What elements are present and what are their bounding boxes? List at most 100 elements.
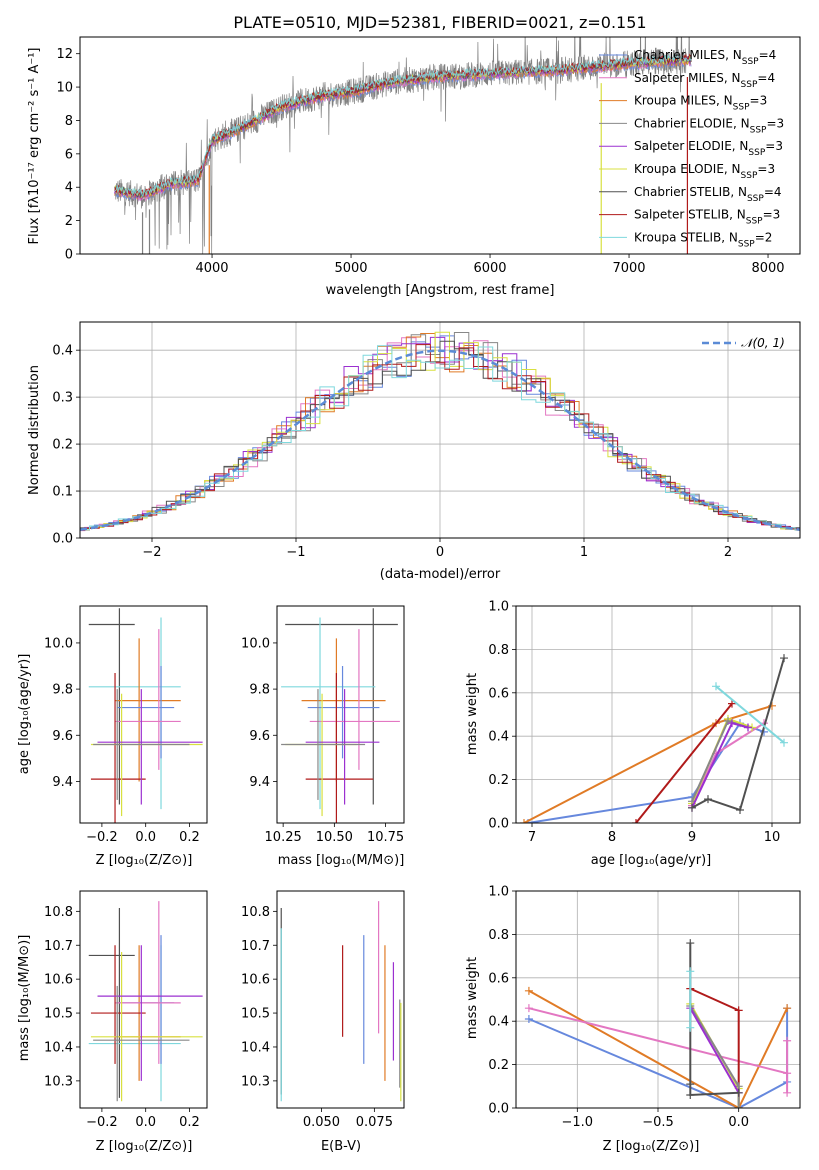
spectrum-ytick-label: 12	[56, 47, 73, 62]
massebv-ytick-label: 10.4	[241, 1040, 270, 1055]
wage-ylabel: mass weight	[465, 673, 480, 755]
residuals-xtick-label: 0	[436, 545, 444, 560]
wz-ytick-label: 0.6	[488, 971, 509, 986]
legend-label-salpeter_elodie: Salpeter ELODIE, NSSP=3	[634, 139, 783, 158]
massz-ytick-label: 10.6	[44, 973, 73, 988]
wz-marker-salpeter_stelib	[734, 1006, 743, 1015]
residuals-xtick-label: −1	[286, 545, 305, 560]
residuals-xlabel: (data-model)/error	[380, 567, 501, 582]
wz-ytick-label: 0.2	[488, 1058, 509, 1073]
massz-frame	[79, 890, 208, 1109]
wz-marker-chabrier_miles	[524, 1015, 533, 1024]
agemass-points	[281, 608, 400, 823]
wz-xtick-label: −0.5	[642, 1115, 674, 1130]
spectrum-panel: PLATE=0510, MJD=52381, FIBERID=0021, z=0…	[27, 13, 801, 298]
agemass-frame	[276, 605, 405, 824]
wage-marker-salpeter_stelib	[632, 819, 640, 823]
legend-label-chabrier_stelib: Chabrier STELIB, NSSP=4	[634, 185, 782, 204]
wz-marker-salpeter_miles	[783, 1069, 792, 1078]
wz-line-salpeter_elodie	[689, 1007, 740, 1094]
histogram-step-kroupa_stelib	[80, 345, 800, 531]
wage-marker-salpeter_stelib	[728, 699, 736, 708]
agez-xlabel: Z [log₁₀(Z/Z⊙)]	[96, 853, 193, 868]
spectrum-model-line-kroupa_stelib	[114, 53, 692, 197]
wz-marker-salpeter_miles	[783, 1036, 792, 1045]
residuals-legend: 𝒩(0, 1)	[702, 336, 785, 350]
agez-xtick-label: 0.2	[179, 830, 200, 845]
spectrum-xtick-label: 7000	[612, 261, 645, 276]
weight-vs-metallicity-panel: −1.0 −0.5 0.0 0.0 0.2 0.4 0.6 0.8 1.0 Z [log₁₀(Z…	[465, 885, 801, 1154]
spectrum-ytick-label: 0	[65, 248, 73, 263]
legend-label-kroupa_miles: Kroupa MILES, NSSP=3	[634, 94, 767, 113]
legend-subscript: SSP	[738, 239, 755, 249]
massz-ytick-label: 10.3	[44, 1074, 73, 1089]
agez-frame	[79, 605, 208, 824]
legend-subscript: SSP	[742, 57, 759, 67]
spectrum-title: PLATE=0510, MJD=52381, FIBERID=0021, z=0…	[233, 13, 646, 32]
wz-marker-kroupa_stelib	[686, 967, 695, 976]
agemass-xtick-label: 10.75	[367, 830, 404, 845]
agemass-xtick-label: 10.50	[316, 830, 353, 845]
gaussian-curve	[80, 349, 800, 532]
massebv-points	[280, 901, 402, 1102]
spectrum-ylabel: Flux [fλ10⁻¹⁷ erg cm⁻² s⁻¹ A⁻¹]	[27, 48, 42, 245]
spectrum-ytick-label: 8	[65, 114, 73, 129]
massz-xtick-label: −0.2	[86, 1115, 118, 1130]
spectrum-data-line	[114, 37, 692, 254]
wage-ytick-label: 0.6	[488, 686, 509, 701]
wz-xlabel: Z [log₁₀(Z/Z⊙)]	[603, 1139, 700, 1154]
massz-ytick-label: 10.5	[44, 1007, 73, 1022]
residuals-xtick-label: −2	[142, 545, 161, 560]
wz-marker-chabrier_stelib	[686, 1080, 695, 1089]
agez-xtick-label: −0.2	[86, 830, 118, 845]
agemass-ytick-label: 9.8	[249, 683, 270, 698]
wage-xtick-label: 7	[528, 830, 536, 845]
residuals-ytick-label: 0.3	[52, 391, 73, 406]
wage-xtick-label: 9	[688, 830, 696, 845]
residuals-ytick-label: 0.2	[52, 438, 73, 453]
agez-points	[88, 608, 203, 823]
agez-ylabel: age [log₁₀(age/yr)]	[17, 654, 32, 775]
massebv-xtick-label: 0.050	[303, 1115, 340, 1130]
wage-xtick-label: 10	[764, 830, 781, 845]
massz-xlabel: Z [log₁₀(Z/Z⊙)]	[96, 1139, 193, 1154]
wz-ylabel: mass weight	[465, 957, 480, 1039]
agez-xtick-label: 0.0	[135, 830, 156, 845]
legend-subscript: SSP	[741, 171, 758, 181]
spectrum-xtick-label: 8000	[751, 261, 784, 276]
wz-marker-chabrier_elodie	[734, 1104, 743, 1108]
agemass-ytick-label: 9.4	[249, 775, 270, 790]
legend-subscript: SSP	[748, 148, 765, 158]
massz-xtick-label: 0.0	[135, 1115, 156, 1130]
wz-marker-chabrier_stelib	[686, 939, 695, 948]
wz-ytick-label: 0.0	[488, 1102, 509, 1117]
agez-ytick-label: 9.4	[52, 775, 73, 790]
spectrum-traces	[114, 37, 692, 254]
wage-ytick-label: 0.0	[488, 817, 509, 832]
massz-ytick-label: 10.7	[44, 939, 73, 954]
agez-ytick-label: 10.0	[44, 636, 73, 651]
mass-vs-ebv-panel: 0.050 0.075 10.3 10.4 10.5 10.6 10.7 10.8 E(B-V…	[241, 890, 405, 1154]
wz-xtick-label: 0.0	[728, 1115, 749, 1130]
residuals-ytick-label: 0.4	[52, 344, 73, 359]
massebv-ytick-label: 10.5	[241, 1007, 270, 1022]
wage-ytick-label: 0.8	[488, 643, 509, 658]
age-vs-metallicity-panel: −0.2 0.0 0.29.49.69.810.0 Z [log₁₀(Z/Z⊙)] …	[17, 605, 208, 868]
wage-xtick-label: 8	[608, 830, 616, 845]
wz-lines	[524, 939, 792, 1108]
spectrum-xtick-label: 6000	[473, 261, 506, 276]
wage-marker-kroupa_stelib	[712, 682, 720, 691]
wage-marker-salpeter_elodie	[728, 719, 736, 728]
wz-frame	[515, 890, 801, 1109]
wage-line-chabrier_stelib	[691, 657, 785, 812]
spectrum-frame	[79, 36, 801, 255]
massz-ytick-label: 10.8	[44, 905, 73, 920]
wage-frame	[515, 605, 801, 824]
wage-line-salpeter_stelib	[635, 702, 733, 823]
residuals-xtick-label: 1	[580, 545, 588, 560]
wz-line-kroupa_miles	[528, 989, 788, 1108]
massebv-ytick-label: 10.3	[241, 1074, 270, 1089]
wz-ytick-label: 1.0	[488, 885, 509, 900]
residuals-xtick-label: 2	[724, 545, 732, 560]
